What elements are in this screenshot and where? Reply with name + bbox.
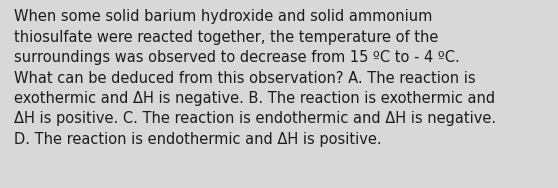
Text: When some solid barium hydroxide and solid ammonium
thiosulfate were reacted tog: When some solid barium hydroxide and sol… (14, 9, 496, 147)
